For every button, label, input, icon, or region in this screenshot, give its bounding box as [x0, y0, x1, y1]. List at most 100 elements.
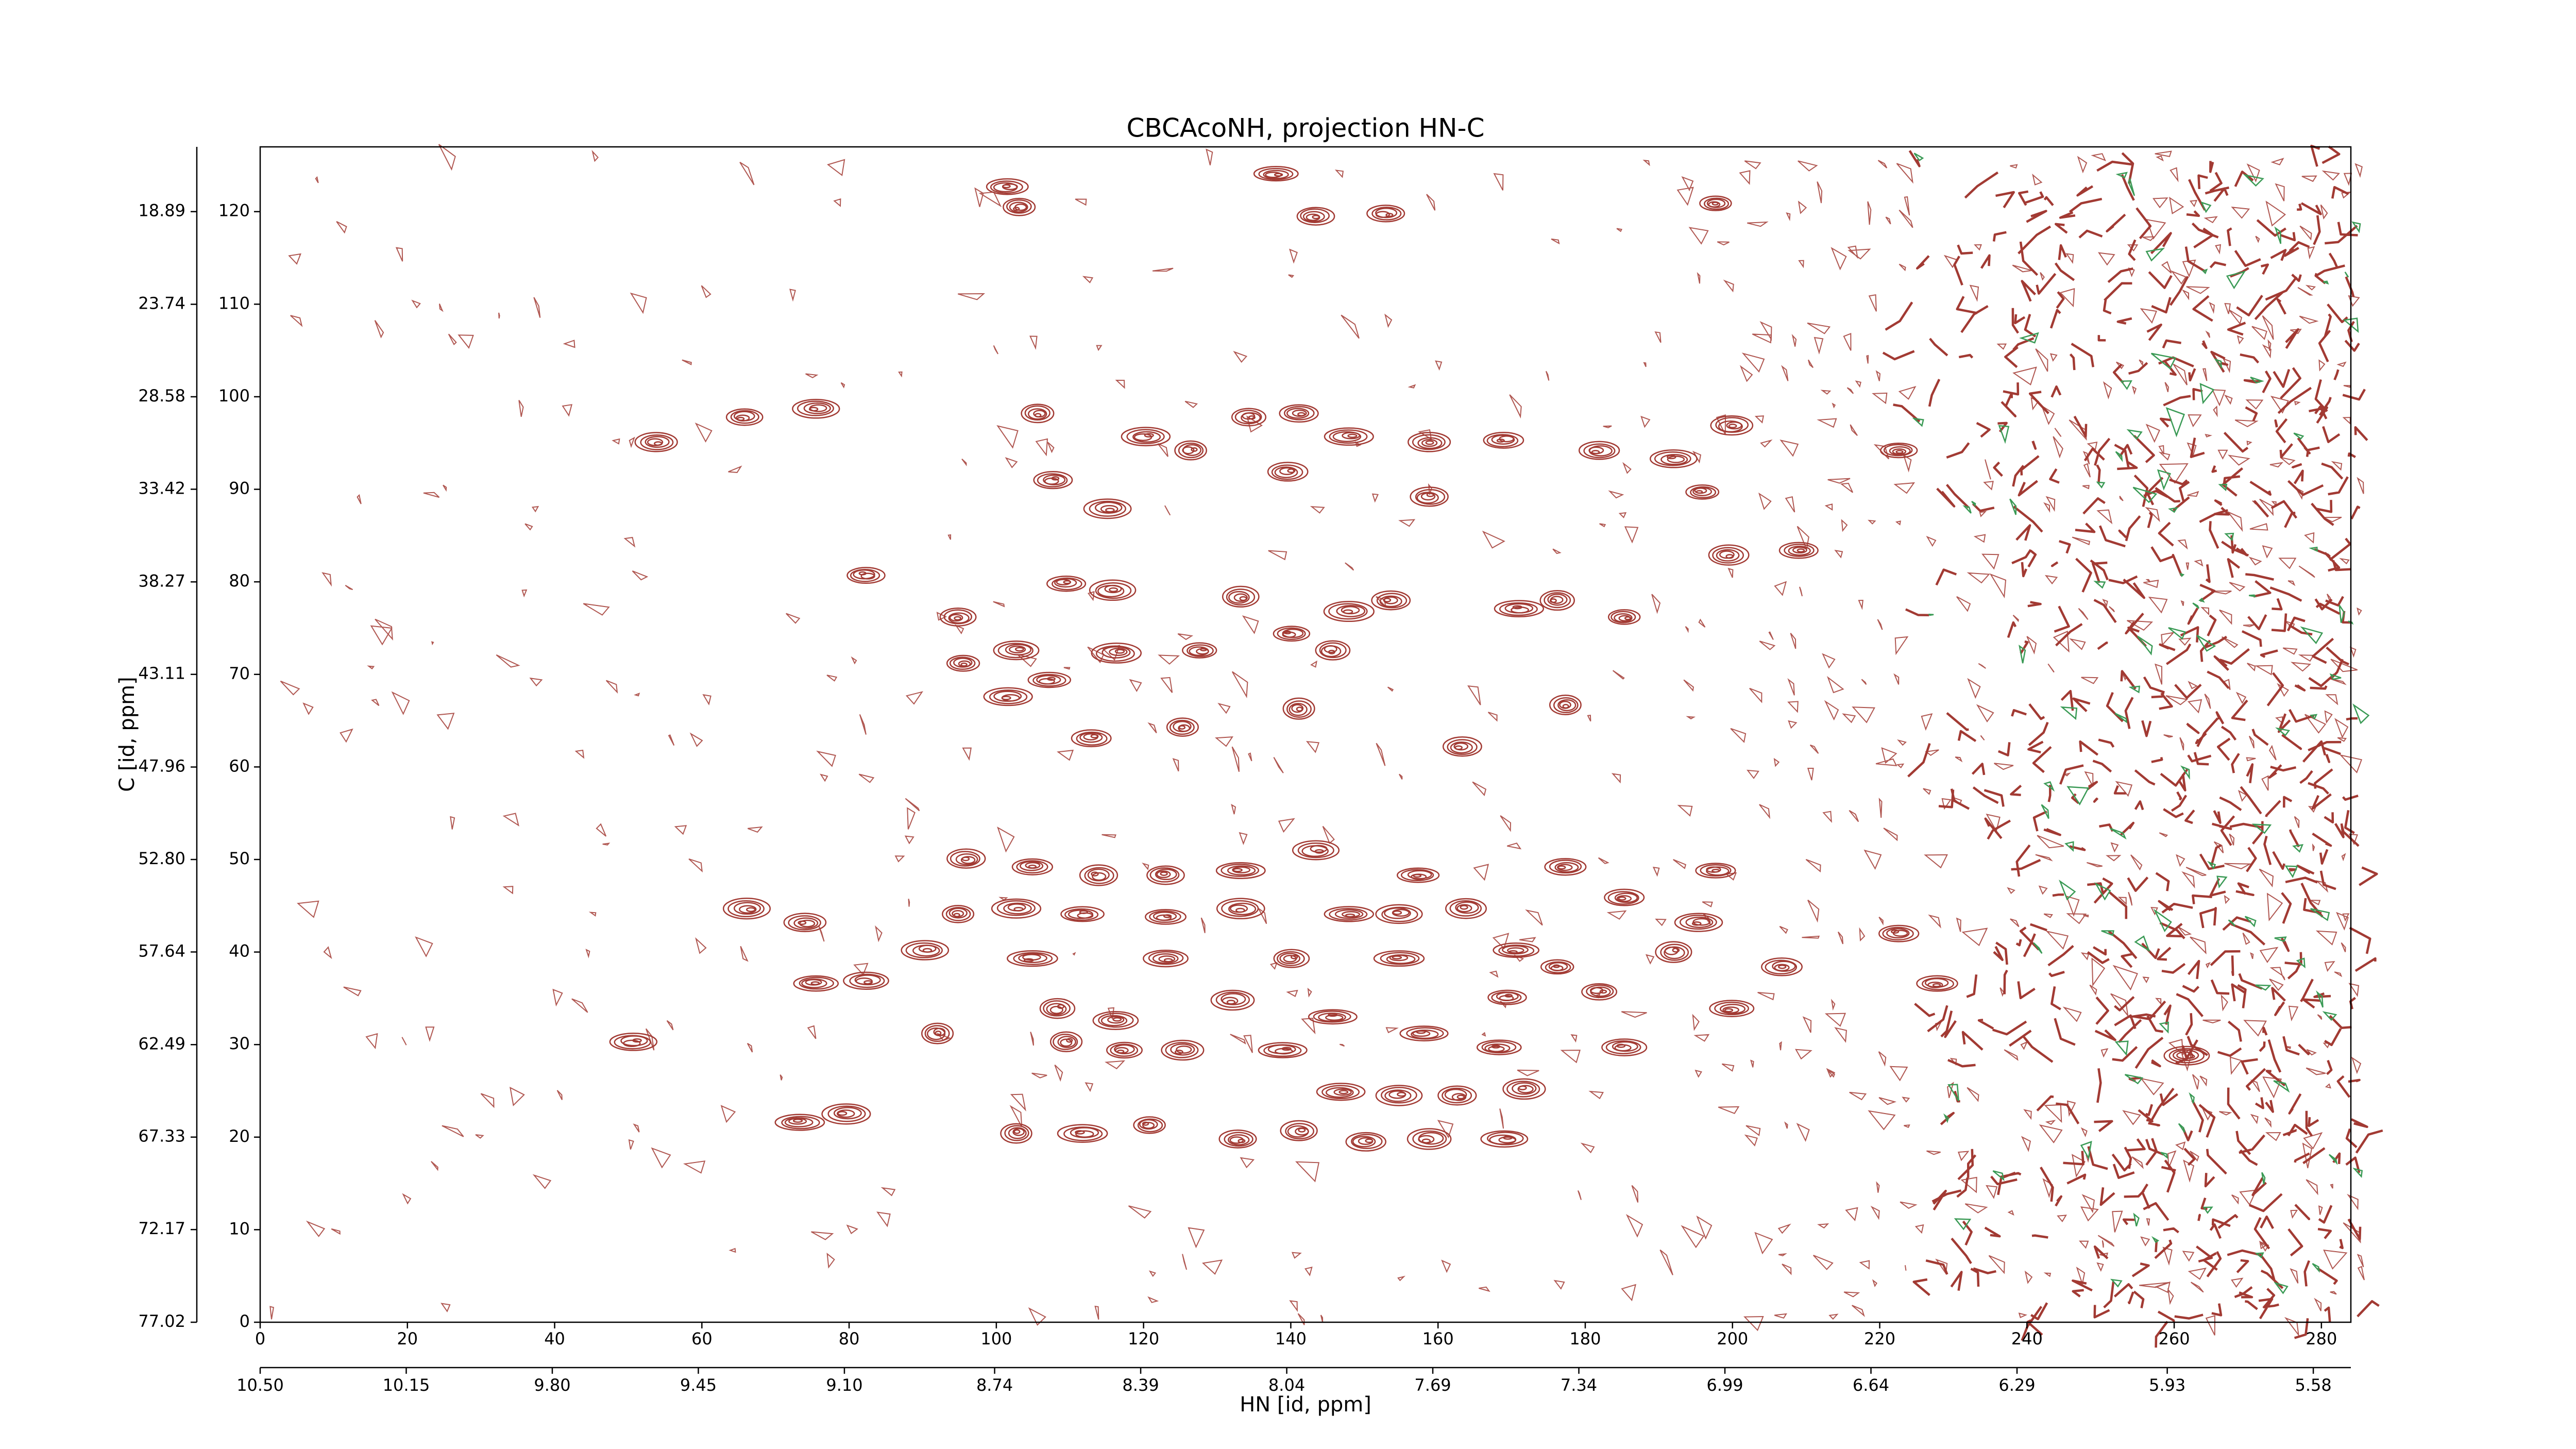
peak	[1604, 888, 1645, 906]
peak	[1494, 600, 1545, 618]
contour-ring	[948, 907, 968, 919]
peak	[1146, 865, 1185, 885]
contour-ring	[1655, 941, 1692, 963]
contour-ring	[1719, 1004, 1746, 1014]
contour-ring	[1672, 948, 1680, 953]
contour-ring	[1685, 916, 1714, 928]
contour-ring	[1883, 444, 1913, 457]
contour-ring	[1018, 953, 1047, 963]
peak	[1039, 998, 1076, 1019]
contour-ring	[993, 640, 1040, 661]
contour-ring	[1163, 958, 1173, 963]
peak	[1215, 862, 1266, 879]
contour-ring	[1178, 724, 1191, 732]
contour-ring	[736, 414, 750, 422]
contour-ring	[798, 920, 807, 925]
contour-ring	[996, 900, 1036, 916]
contour-ring	[640, 434, 674, 450]
contour-ring	[846, 567, 886, 584]
peak	[1258, 1042, 1308, 1058]
contour-ring	[1685, 484, 1720, 500]
contour-ring	[1518, 1085, 1527, 1090]
contour-ring	[1412, 1130, 1447, 1148]
contour-ring	[1297, 843, 1334, 858]
contour-ring	[1549, 598, 1557, 603]
peak	[1480, 1130, 1529, 1148]
contour-ring	[1109, 648, 1128, 656]
peak	[1161, 1039, 1205, 1061]
contour-ring	[961, 856, 970, 862]
contour-ring	[1221, 864, 1260, 877]
peak	[1708, 544, 1750, 566]
x2-tick-label: 6.99	[1706, 1375, 1743, 1395]
contour-ring	[1003, 197, 1036, 216]
contour-ring	[1006, 199, 1032, 214]
contour-ring	[1146, 865, 1185, 885]
contour-ring	[1066, 1038, 1073, 1043]
y-tick-label: 60	[229, 756, 250, 776]
contour-ring	[1454, 745, 1463, 750]
contour-ring	[1502, 1078, 1546, 1100]
contour-ring	[1054, 578, 1077, 588]
contour-ring	[1060, 906, 1105, 922]
peak	[1308, 1009, 1358, 1025]
contour-ring	[1539, 590, 1575, 611]
contour-ring	[1279, 953, 1301, 965]
peak	[993, 640, 1040, 661]
contour-ring	[1292, 840, 1340, 861]
contour-ring	[990, 180, 1023, 194]
contour-ring	[1310, 845, 1328, 853]
contour-ring	[1333, 1088, 1352, 1096]
contour-ring	[1215, 991, 1250, 1008]
contour-ring	[1320, 645, 1342, 658]
contour-ring	[1002, 184, 1011, 189]
contour-ring	[989, 689, 1028, 704]
peak	[946, 848, 986, 869]
y2-tick-label: 72.17	[138, 1219, 185, 1238]
contour-ring	[1375, 211, 1390, 218]
peak	[774, 1114, 825, 1131]
contour-ring	[1878, 924, 1920, 942]
peak	[634, 432, 678, 452]
y2-tick-label: 77.02	[138, 1311, 185, 1331]
contour-ring	[1001, 696, 1011, 700]
peak	[1399, 1025, 1449, 1041]
contour-ring	[939, 607, 977, 627]
peak	[1027, 671, 1072, 688]
x-tick-label: 60	[691, 1329, 713, 1349]
contour-ring	[1007, 950, 1058, 967]
contour-ring	[1892, 448, 1907, 455]
contour-ring	[1274, 173, 1283, 177]
contour-ring	[1932, 983, 1941, 987]
x-tick-label: 0	[255, 1329, 265, 1349]
contour-ring	[901, 940, 950, 961]
contour-ring	[1426, 492, 1434, 497]
peak	[1323, 601, 1375, 622]
x2-tick-label: 5.93	[2149, 1375, 2185, 1395]
contour-ring	[1292, 409, 1307, 417]
peak	[1292, 840, 1340, 861]
contour-ring	[1253, 166, 1299, 182]
contour-ring	[1692, 918, 1711, 926]
y-tick-label: 80	[229, 571, 250, 591]
contour-ring	[1383, 598, 1392, 602]
contour-ring	[654, 441, 663, 446]
y2-tick-label: 52.80	[138, 849, 185, 868]
contour-ring	[1886, 928, 1910, 939]
peak	[1033, 470, 1073, 490]
contour-ring	[922, 948, 933, 953]
contour-ring	[1347, 433, 1358, 438]
contour-ring	[1328, 603, 1368, 620]
contour-ring	[1273, 949, 1310, 968]
contour-ring	[1654, 451, 1691, 466]
contour-ring	[1114, 1044, 1135, 1055]
contour-ring	[1724, 1008, 1734, 1013]
peak	[1710, 415, 1754, 436]
contour-ring	[1156, 870, 1171, 879]
contour-ring	[1380, 952, 1420, 965]
contour-ring	[1718, 420, 1743, 433]
peak	[1092, 1011, 1139, 1030]
y-tick-label: 0	[240, 1311, 250, 1331]
contour-ring	[1000, 1123, 1032, 1144]
contour-ring	[1351, 1134, 1383, 1149]
